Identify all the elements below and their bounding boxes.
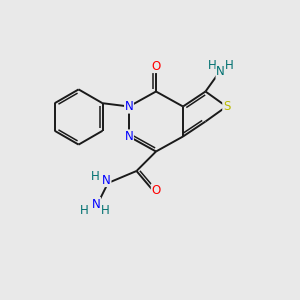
Text: H: H (80, 204, 89, 217)
Text: H: H (224, 58, 233, 72)
Text: O: O (152, 59, 160, 73)
Text: H: H (91, 170, 100, 183)
Text: N: N (102, 173, 111, 187)
Text: H: H (208, 58, 217, 72)
Text: H: H (101, 204, 110, 217)
Text: S: S (223, 100, 230, 113)
Text: N: N (124, 130, 134, 143)
Text: N: N (92, 197, 100, 211)
Text: N: N (124, 100, 134, 113)
Text: N: N (216, 65, 225, 79)
Text: O: O (152, 184, 160, 197)
